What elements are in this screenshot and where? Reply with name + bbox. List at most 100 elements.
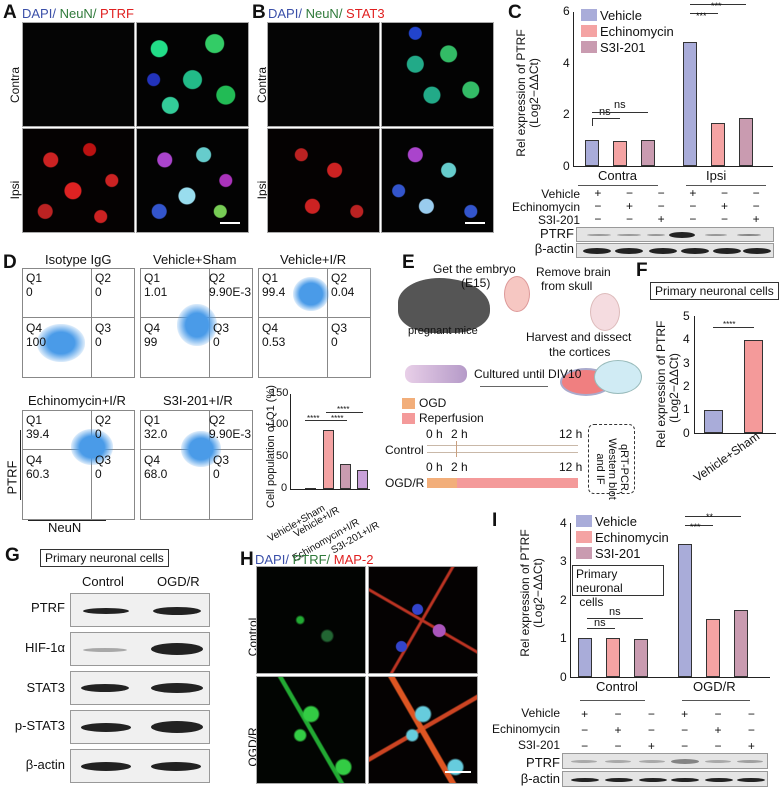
mark: − [625,212,633,226]
band [81,684,129,692]
panel-label-d: D [3,252,17,273]
band [583,248,611,254]
band [639,778,667,782]
q1-value: 39.4 [26,427,50,441]
treat-vehicle: Vehicle [541,187,580,201]
group-control: Control [596,679,638,694]
q2-value: 9.90E-3 [209,285,252,299]
f-ylabel: Rel expression of PTRF (Log2−ΔΔCt) [654,321,681,448]
band [615,248,643,254]
quadrant-q2: Q2 9.90E-3 [209,413,252,441]
legend-ogd: OGD [419,396,447,410]
bar-control-echinomycin [606,638,620,677]
band [649,248,677,254]
sig-bracket [685,516,741,517]
quadrant-q3: Q3 0 [213,321,230,349]
flow-cluster [71,429,113,465]
micrograph-b-contra-red [267,22,380,127]
bar-vehicle-ir [323,430,334,489]
step-embryo-age: (E15) [461,276,491,290]
bar-s3i-ir [357,470,368,489]
q3-value: 0 [213,335,220,349]
flow-plot-vehicle-sham: Q1 1.01 Q2 9.90E-3 Q4 99 Q3 0 [140,268,253,378]
panel-label-h: H [240,549,254,570]
band [737,760,763,763]
quadrant-q1: Q1 99.4 [262,271,286,299]
mark: − [681,739,689,753]
scale-bar [220,222,240,224]
bar-contra-s3i [641,140,655,166]
y-arrow [20,430,21,500]
stain-neun: NeuN/ [59,6,101,21]
g-row-ptrf: PTRF [31,600,65,615]
mark: − [720,212,728,226]
micrograph-b-ipsi-merge [381,128,494,233]
band [605,778,633,782]
step-cortices: the cortices [549,345,611,359]
band [671,759,699,764]
timeline-ogd [427,478,457,488]
i-ytick: 4 [560,516,567,530]
blot-c-actin [576,243,774,258]
quadrant-q3: Q3 0 [213,453,230,481]
arrow [480,386,548,387]
band [151,721,203,733]
mark: − [581,723,589,737]
q2-value: 9.90E-3 [209,427,252,441]
quadrant-q4: Q4 60.3 [26,453,50,481]
blot-label-ptrf: PTRF [526,755,560,770]
quadrant-q4: Q4 99 [144,321,161,349]
mark: − [614,739,622,753]
embryo-illustration [504,276,530,312]
treat-echinomycin: Echinomycin [491,722,560,736]
step-harvest: Harvest and dissect [526,330,632,344]
band [571,760,597,763]
gate-line [23,317,134,318]
quadrant-q2: Q2 0 [95,413,112,441]
mark: + [614,723,622,737]
flow-x-axis-label: NeuN [48,520,82,535]
row-label-ipsi: Ipsi [8,180,22,200]
sig-bracket [329,420,347,421]
group-underline [686,185,766,186]
micrograph-a-contra-red [22,22,135,127]
mark: − [714,739,722,753]
mark: + [747,739,755,753]
mark: + [689,186,697,200]
gate-line [327,269,328,377]
quadrant-q4: Q4 68.0 [144,453,168,481]
legend-vehicle: Vehicle [595,514,637,529]
i-ylabel-line2: (Log2−ΔΔCt) [531,558,545,628]
f-ylabel-line1: Rel expression of PTRF [654,320,668,448]
blot-i-ptrf [562,753,768,769]
mark: + [752,212,760,226]
f-ytick: 0 [683,426,690,440]
sig-bracket [587,628,615,629]
mark: − [747,723,755,737]
panel-a-title: DAPI/ NeuN/ PTRF [22,6,134,21]
time-0h: 0 h [426,427,443,441]
g-col-control: Control [82,574,124,589]
mark: − [752,199,760,213]
bar-vehicle-sham [305,488,316,489]
treat-s3i: S3I-201 [537,213,580,227]
step-cultured: Cultured until DIV10 [474,367,582,381]
tick [456,441,457,457]
band [153,607,201,615]
q3-value: 0 [95,467,102,481]
quadrant-q2: Q2 0 [95,271,112,299]
c-ylabel-line2: (Log2−ΔΔCt) [527,58,541,128]
quadrant-q4: Q4 100 [26,321,47,349]
band [83,648,127,652]
micrograph-b-contra-merge [381,22,494,127]
q1-value: 0 [26,285,33,299]
group-ogdr: OGD/R [693,679,736,694]
time-12h: 12 h [559,427,583,441]
band [83,608,129,614]
q2-value: 0 [95,285,102,299]
g-row-pstat3: p-STAT3 [14,718,65,733]
micrograph-a-ipsi-red [22,128,135,233]
quadrant-q3: Q3 0 [95,453,112,481]
g-box-label: Primary neuronal cells [40,549,169,567]
flow-title: Echinomycin+I/R [28,393,126,408]
